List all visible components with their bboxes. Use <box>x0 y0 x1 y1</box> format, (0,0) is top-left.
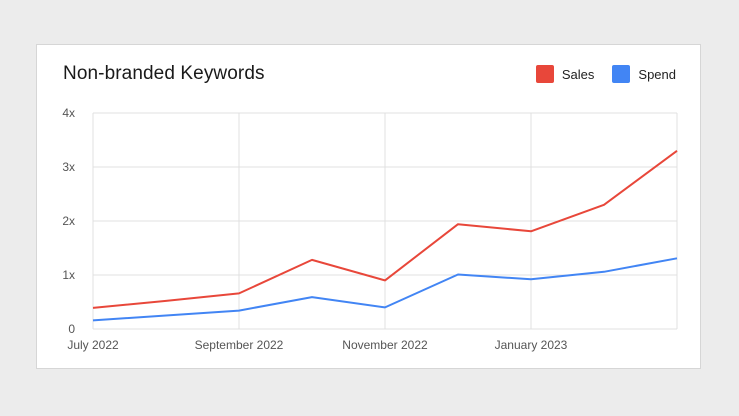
line-chart: 0 1x 2x 3x 4x July 2022 September 2022 November… <box>62 106 678 352</box>
x-tick-label-0: July 2022 <box>67 338 119 352</box>
y-tick-label-2: 2x <box>62 214 75 228</box>
series-line-spend <box>92 257 678 322</box>
x-tick-label-2: November 2022 <box>342 338 428 352</box>
x-tick-label-1: September 2022 <box>195 338 284 352</box>
legend-swatch-spend <box>612 65 631 83</box>
legend-label-spend: Spend <box>638 66 676 82</box>
legend-label-sales: Sales <box>561 66 595 82</box>
series-line-sales <box>92 149 678 309</box>
chart-legend: Sales Spend <box>518 65 676 83</box>
y-tick-label-1: 1x <box>62 268 75 282</box>
chart-card: Non-branded Keywords Sales Spend 0 1x 2x 3x… <box>36 44 701 369</box>
legend-swatch-sales <box>535 65 554 83</box>
chart-title: Non-branded Keywords <box>63 63 265 84</box>
y-tick-label-4: 4x <box>62 106 75 120</box>
y-tick-label-0: 0 <box>68 322 75 336</box>
y-tick-label-3: 3x <box>62 160 75 174</box>
x-tick-label-3: January 2023 <box>495 338 568 352</box>
legend-item-spend[interactable]: Spend <box>612 65 676 83</box>
legend-item-sales[interactable]: Sales <box>535 65 595 83</box>
